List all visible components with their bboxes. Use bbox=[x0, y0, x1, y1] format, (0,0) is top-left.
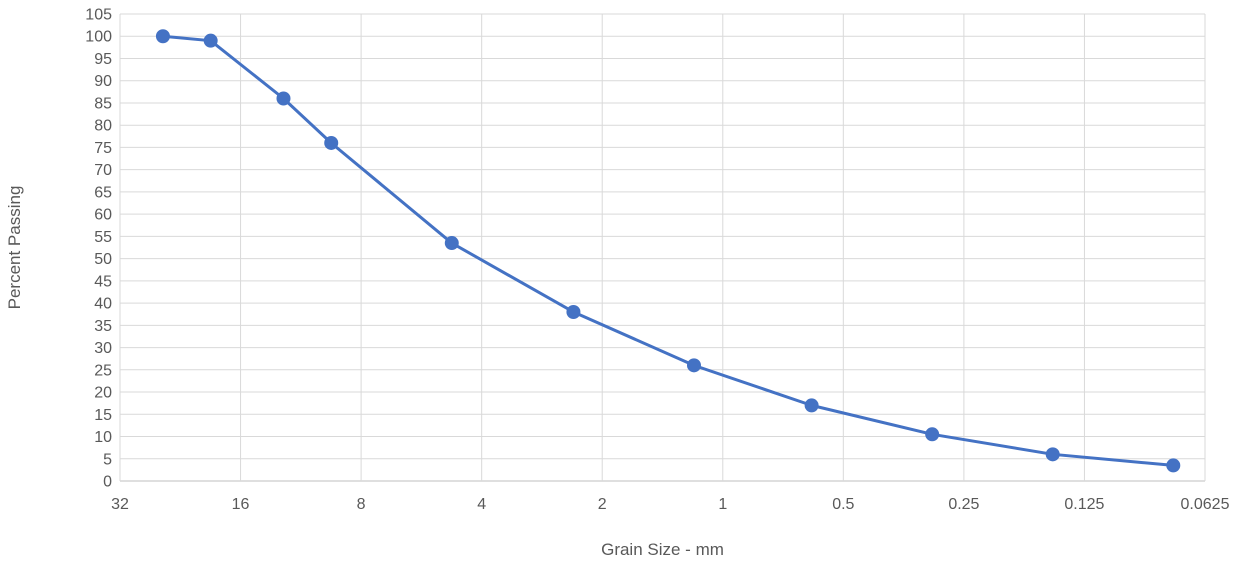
y-axis-title: Percent Passing bbox=[5, 186, 24, 310]
y-tick-label: 45 bbox=[94, 273, 112, 290]
grid-layer bbox=[119, 13, 1206, 482]
y-tick-label: 0 bbox=[103, 474, 112, 491]
x-tick-label: 1 bbox=[718, 496, 727, 513]
y-tick-label: 70 bbox=[94, 162, 112, 179]
y-tick-label: 40 bbox=[94, 296, 112, 313]
x-tick-label: 2 bbox=[598, 496, 607, 513]
y-tick-label: 95 bbox=[94, 51, 112, 68]
data-point bbox=[276, 91, 291, 106]
y-tick-label: 20 bbox=[94, 385, 112, 402]
data-point bbox=[686, 358, 701, 373]
x-axis-title: Grain Size - mm bbox=[601, 540, 724, 559]
y-tick-label: 55 bbox=[94, 229, 112, 246]
y-tick-label: 60 bbox=[94, 207, 112, 224]
y-tick-label: 35 bbox=[94, 318, 112, 335]
data-point bbox=[155, 29, 170, 44]
axis-layer: 0510152025303540455055606570758085909510… bbox=[85, 7, 1229, 514]
y-tick-label: 105 bbox=[85, 7, 112, 24]
data-point bbox=[203, 33, 218, 48]
y-tick-label: 100 bbox=[85, 29, 112, 46]
y-tick-label: 30 bbox=[94, 340, 112, 357]
y-tick-label: 50 bbox=[94, 251, 112, 268]
x-tick-label: 0.25 bbox=[948, 496, 979, 513]
data-point bbox=[566, 304, 581, 319]
data-point bbox=[444, 236, 459, 251]
x-tick-label: 0.5 bbox=[832, 496, 854, 513]
series-line bbox=[162, 34, 1174, 467]
x-tick-label: 0.0625 bbox=[1181, 496, 1230, 513]
x-tick-label: 0.125 bbox=[1064, 496, 1104, 513]
x-tick-label: 32 bbox=[111, 496, 129, 513]
y-tick-label: 80 bbox=[94, 118, 112, 135]
y-tick-label: 90 bbox=[94, 73, 112, 90]
x-tick-label: 16 bbox=[232, 496, 250, 513]
data-point bbox=[324, 135, 339, 150]
label-layer: Grain Size - mm Percent Passing bbox=[5, 186, 724, 559]
y-tick-label: 65 bbox=[94, 184, 112, 201]
x-tick-label: 8 bbox=[357, 496, 366, 513]
data-point bbox=[1045, 447, 1060, 462]
data-point bbox=[925, 427, 940, 442]
y-tick-label: 75 bbox=[94, 140, 112, 157]
data-point bbox=[1166, 458, 1181, 473]
y-tick-label: 25 bbox=[94, 362, 112, 379]
x-tick-label: 4 bbox=[477, 496, 486, 513]
data-point bbox=[804, 398, 819, 413]
y-tick-label: 10 bbox=[94, 429, 112, 446]
y-tick-label: 5 bbox=[103, 451, 112, 468]
y-tick-label: 85 bbox=[94, 95, 112, 112]
y-tick-label: 15 bbox=[94, 407, 112, 424]
series-layer bbox=[155, 29, 1181, 473]
